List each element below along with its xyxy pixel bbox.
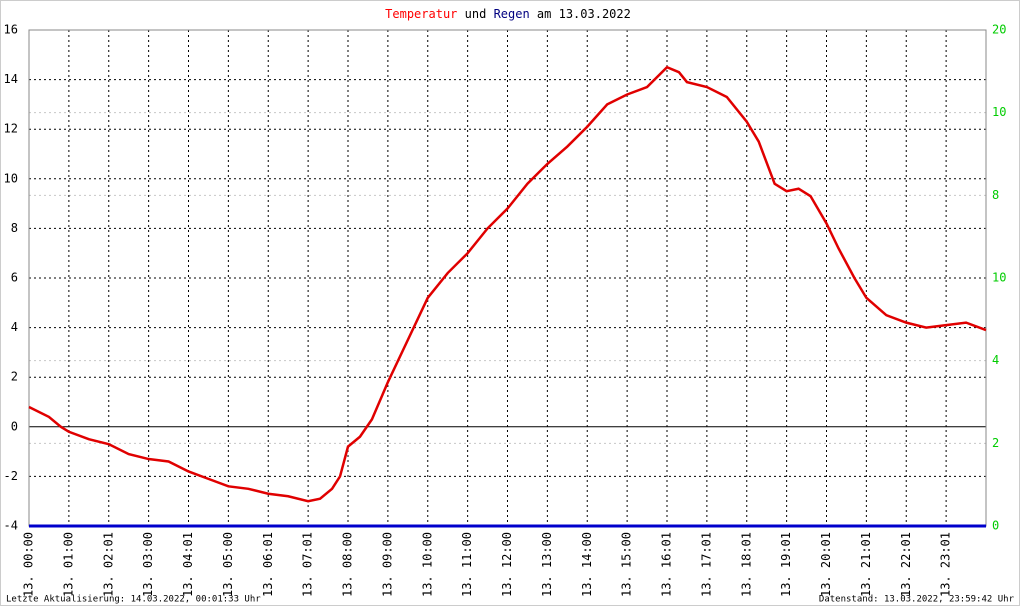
y-tick-label: 2 bbox=[11, 370, 18, 384]
y-tick-label: -4 bbox=[4, 519, 18, 533]
x-tick-label: 13. 04:01 bbox=[181, 532, 195, 597]
x-tick-label: 13. 05:00 bbox=[221, 532, 235, 597]
y2-tick-label: 2 bbox=[992, 436, 999, 450]
title-part: Regen bbox=[494, 7, 530, 21]
x-tick-label: 13. 00:00 bbox=[22, 532, 36, 597]
y-tick-label: 0 bbox=[11, 419, 18, 433]
y2-tick-label: 20 bbox=[992, 23, 1006, 37]
x-tick-label: 13. 15:00 bbox=[620, 532, 634, 597]
chart-title: Temperatur und Regen am 13.03.2022 bbox=[385, 7, 631, 21]
x-tick-label: 13. 09:00 bbox=[380, 532, 394, 597]
y-tick-label: 10 bbox=[4, 171, 18, 185]
x-tick-label: 13. 03:00 bbox=[141, 532, 155, 597]
y-tick-label: 4 bbox=[11, 320, 18, 334]
y2-tick-label: 0 bbox=[992, 519, 999, 533]
x-tick-label: 13. 02:01 bbox=[101, 532, 115, 597]
y-tick-label: 8 bbox=[11, 221, 18, 235]
x-tick-label: 13. 17:01 bbox=[699, 532, 713, 597]
y2-tick-label: 4 bbox=[992, 353, 999, 367]
y-tick-label: 14 bbox=[4, 72, 18, 86]
series-line bbox=[28, 65, 987, 503]
y-tick-label: -2 bbox=[4, 469, 18, 483]
x-tick-label: 13. 16:01 bbox=[660, 532, 674, 597]
title-part: Temperatur bbox=[385, 7, 457, 21]
y-tick-label: 16 bbox=[4, 23, 18, 37]
y2-tick-label: 8 bbox=[992, 188, 999, 202]
footer-right: Datenstand: 13.03.2022, 23:59:42 Uhr bbox=[819, 595, 1015, 605]
x-tick-label: 13. 18:01 bbox=[739, 532, 753, 597]
x-tick-label: 13. 13:00 bbox=[540, 532, 554, 597]
x-tick-label: 13. 22:01 bbox=[899, 532, 913, 597]
x-tick-label: 13. 10:00 bbox=[420, 532, 434, 597]
y2-tick-label: 10 bbox=[992, 105, 1006, 119]
x-tick-label: 13. 19:01 bbox=[779, 532, 793, 597]
x-tick-label: 13. 01:00 bbox=[61, 532, 75, 597]
x-tick-label: 13. 06:01 bbox=[261, 532, 275, 597]
x-tick-label: 13. 14:00 bbox=[580, 532, 594, 597]
y-tick-label: 6 bbox=[11, 271, 18, 285]
x-tick-label: 13. 08:00 bbox=[341, 532, 355, 597]
footer-left: Letzte Aktualisierung: 14.03.2022, 00:01… bbox=[6, 595, 261, 605]
title-part: am 13.03.2022 bbox=[537, 7, 631, 21]
x-tick-label: 13. 11:00 bbox=[460, 532, 474, 597]
x-tick-label: 13. 07:01 bbox=[301, 532, 315, 597]
x-tick-label: 13. 12:00 bbox=[500, 532, 514, 597]
x-tick-label: 13. 20:01 bbox=[819, 532, 833, 597]
x-tick-label: 13. 23:01 bbox=[939, 532, 953, 597]
y2-tick-label: 10 bbox=[992, 271, 1006, 285]
y-tick-label: 12 bbox=[4, 122, 18, 136]
x-tick-label: 13. 21:01 bbox=[859, 532, 873, 597]
title-part: und bbox=[465, 7, 487, 21]
